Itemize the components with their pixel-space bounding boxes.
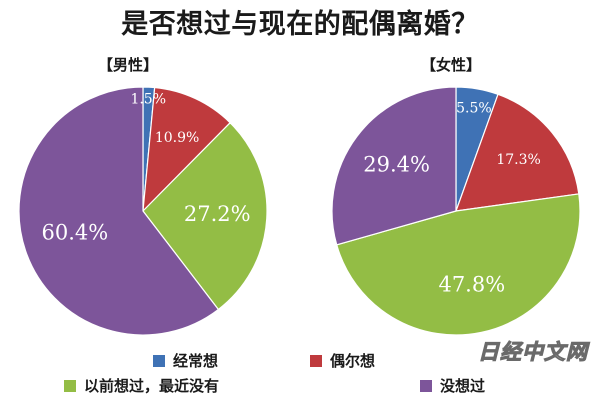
- female-slice-never-label: 29.4%: [363, 153, 430, 177]
- female-slice-never: [331, 86, 457, 246]
- legend-swatch: [420, 379, 432, 392]
- legend-label: 没想过: [440, 377, 486, 395]
- male-slice-previously: [142, 121, 268, 311]
- male-slice-occasionally-label: 10.9%: [155, 130, 199, 146]
- legend-swatch: [310, 354, 322, 367]
- watermark-logo: 日经中文网: [478, 340, 588, 365]
- female-pie-chart: 5.5% 17.3% 47.8% 29.4%: [331, 86, 581, 336]
- female-slice-occasionally: [455, 93, 580, 212]
- legend-swatch: [153, 354, 165, 367]
- legend-label: 偶尔想: [330, 352, 376, 370]
- female-pie-title: 【女性】: [421, 56, 482, 74]
- legend-swatch: [64, 379, 76, 392]
- male-pie-chart: 1.5% 10.9% 27.2% 60.4%: [18, 86, 268, 336]
- chart-title: 是否想过与现在的配偶离婚？: [121, 9, 479, 40]
- legend-item-never: 没想过: [420, 375, 485, 396]
- female-slice-previously-label: 47.8%: [438, 273, 505, 297]
- legend-item-often: 经常想: [153, 350, 218, 371]
- male-slice-never: [18, 86, 220, 336]
- legend-item-previously: 以前想过，最近没有: [64, 375, 219, 396]
- female-slice-occasionally-label: 17.3%: [496, 152, 540, 168]
- legend-item-occasionally: 偶尔想: [310, 350, 375, 371]
- male-slice-never-label: 60.4%: [42, 221, 109, 245]
- legend-label: 以前想过，最近没有: [84, 377, 220, 395]
- male-slice-often-label: 1.5%: [130, 92, 166, 108]
- male-pie-title: 【男性】: [98, 56, 159, 74]
- male-slice-previously-label: 27.2%: [184, 202, 251, 226]
- male-slice-occasionally: [142, 86, 231, 213]
- female-slice-often-label: 5.5%: [456, 100, 492, 116]
- legend-label: 经常想: [173, 352, 219, 370]
- female-slice-previously: [335, 193, 581, 336]
